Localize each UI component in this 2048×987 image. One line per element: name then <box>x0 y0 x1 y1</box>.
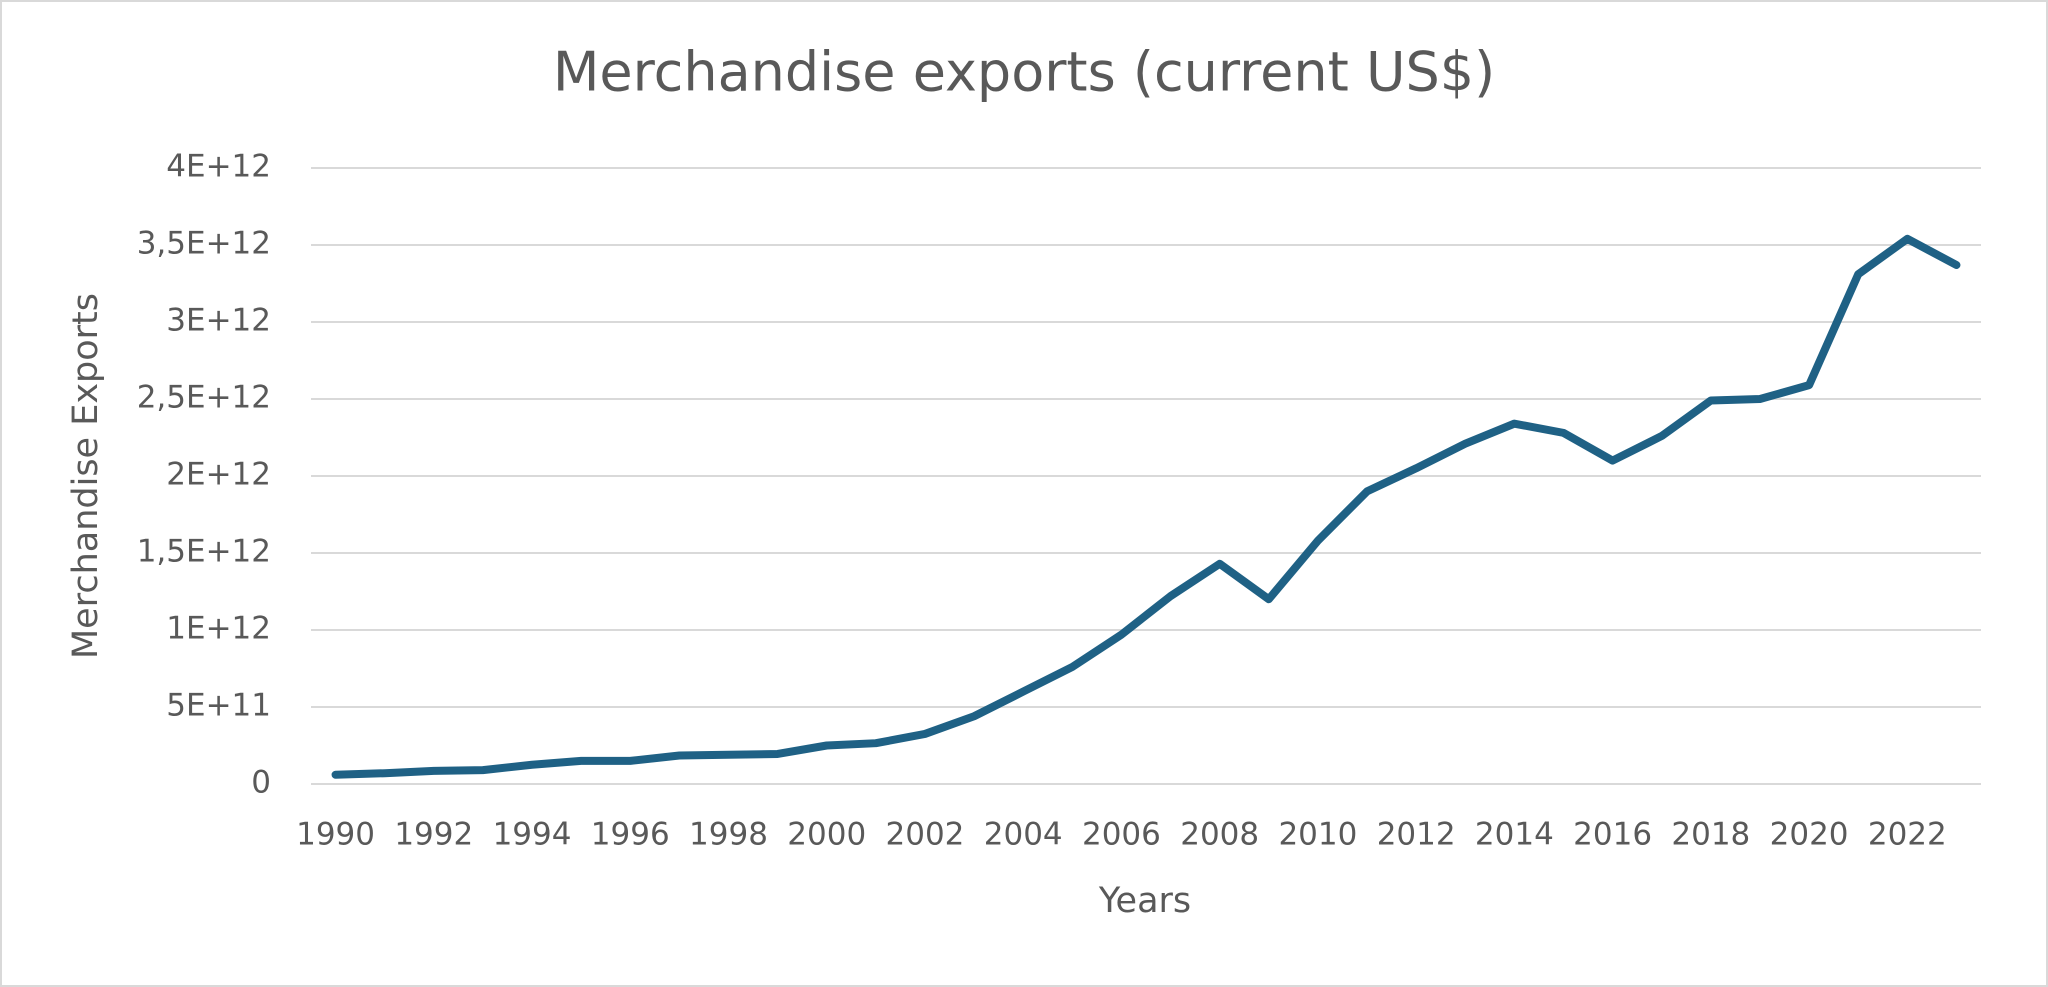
x-tick-label: 1996 <box>591 817 670 853</box>
y-tick-label: 4E+12 <box>166 149 271 185</box>
y-axis-title: Merchandise Exports <box>66 293 106 659</box>
y-tick-label: 1,5E+12 <box>137 534 271 570</box>
x-tick-label: 2004 <box>984 817 1063 853</box>
data-line <box>331 234 1961 779</box>
x-tick-label: 2016 <box>1573 817 1652 853</box>
chart-title: Merchandise exports (current US$) <box>553 41 1495 104</box>
x-axis-title: Years <box>1098 881 1191 921</box>
x-tick-label: 1998 <box>689 817 768 853</box>
x-tick-label: 2002 <box>886 817 965 853</box>
x-tick-label: 2020 <box>1770 817 1849 853</box>
x-tick-label: 2014 <box>1475 817 1554 853</box>
x-tick-label: 2012 <box>1377 817 1456 853</box>
y-tick-label: 0 <box>251 765 271 801</box>
y-tick-label: 2E+12 <box>166 457 271 493</box>
x-tick-label: 1994 <box>493 817 572 853</box>
x-tick-label: 2006 <box>1082 817 1161 853</box>
x-tick-label: 2008 <box>1180 817 1259 853</box>
x-tick-label: 2018 <box>1671 817 1750 853</box>
x-tick-label: 2000 <box>787 817 866 853</box>
x-tick-label: 2022 <box>1868 817 1947 853</box>
y-tick-label: 3,5E+12 <box>137 226 271 262</box>
y-tick-label: 3E+12 <box>166 303 271 339</box>
x-tick-label: 1992 <box>394 817 473 853</box>
y-tick-label: 2,5E+12 <box>137 380 271 416</box>
y-tick-label: 1E+12 <box>166 611 271 647</box>
y-tick-label: 5E+11 <box>166 688 271 724</box>
x-tick-label: 1990 <box>296 817 375 853</box>
x-tick-label: 2010 <box>1278 817 1357 853</box>
